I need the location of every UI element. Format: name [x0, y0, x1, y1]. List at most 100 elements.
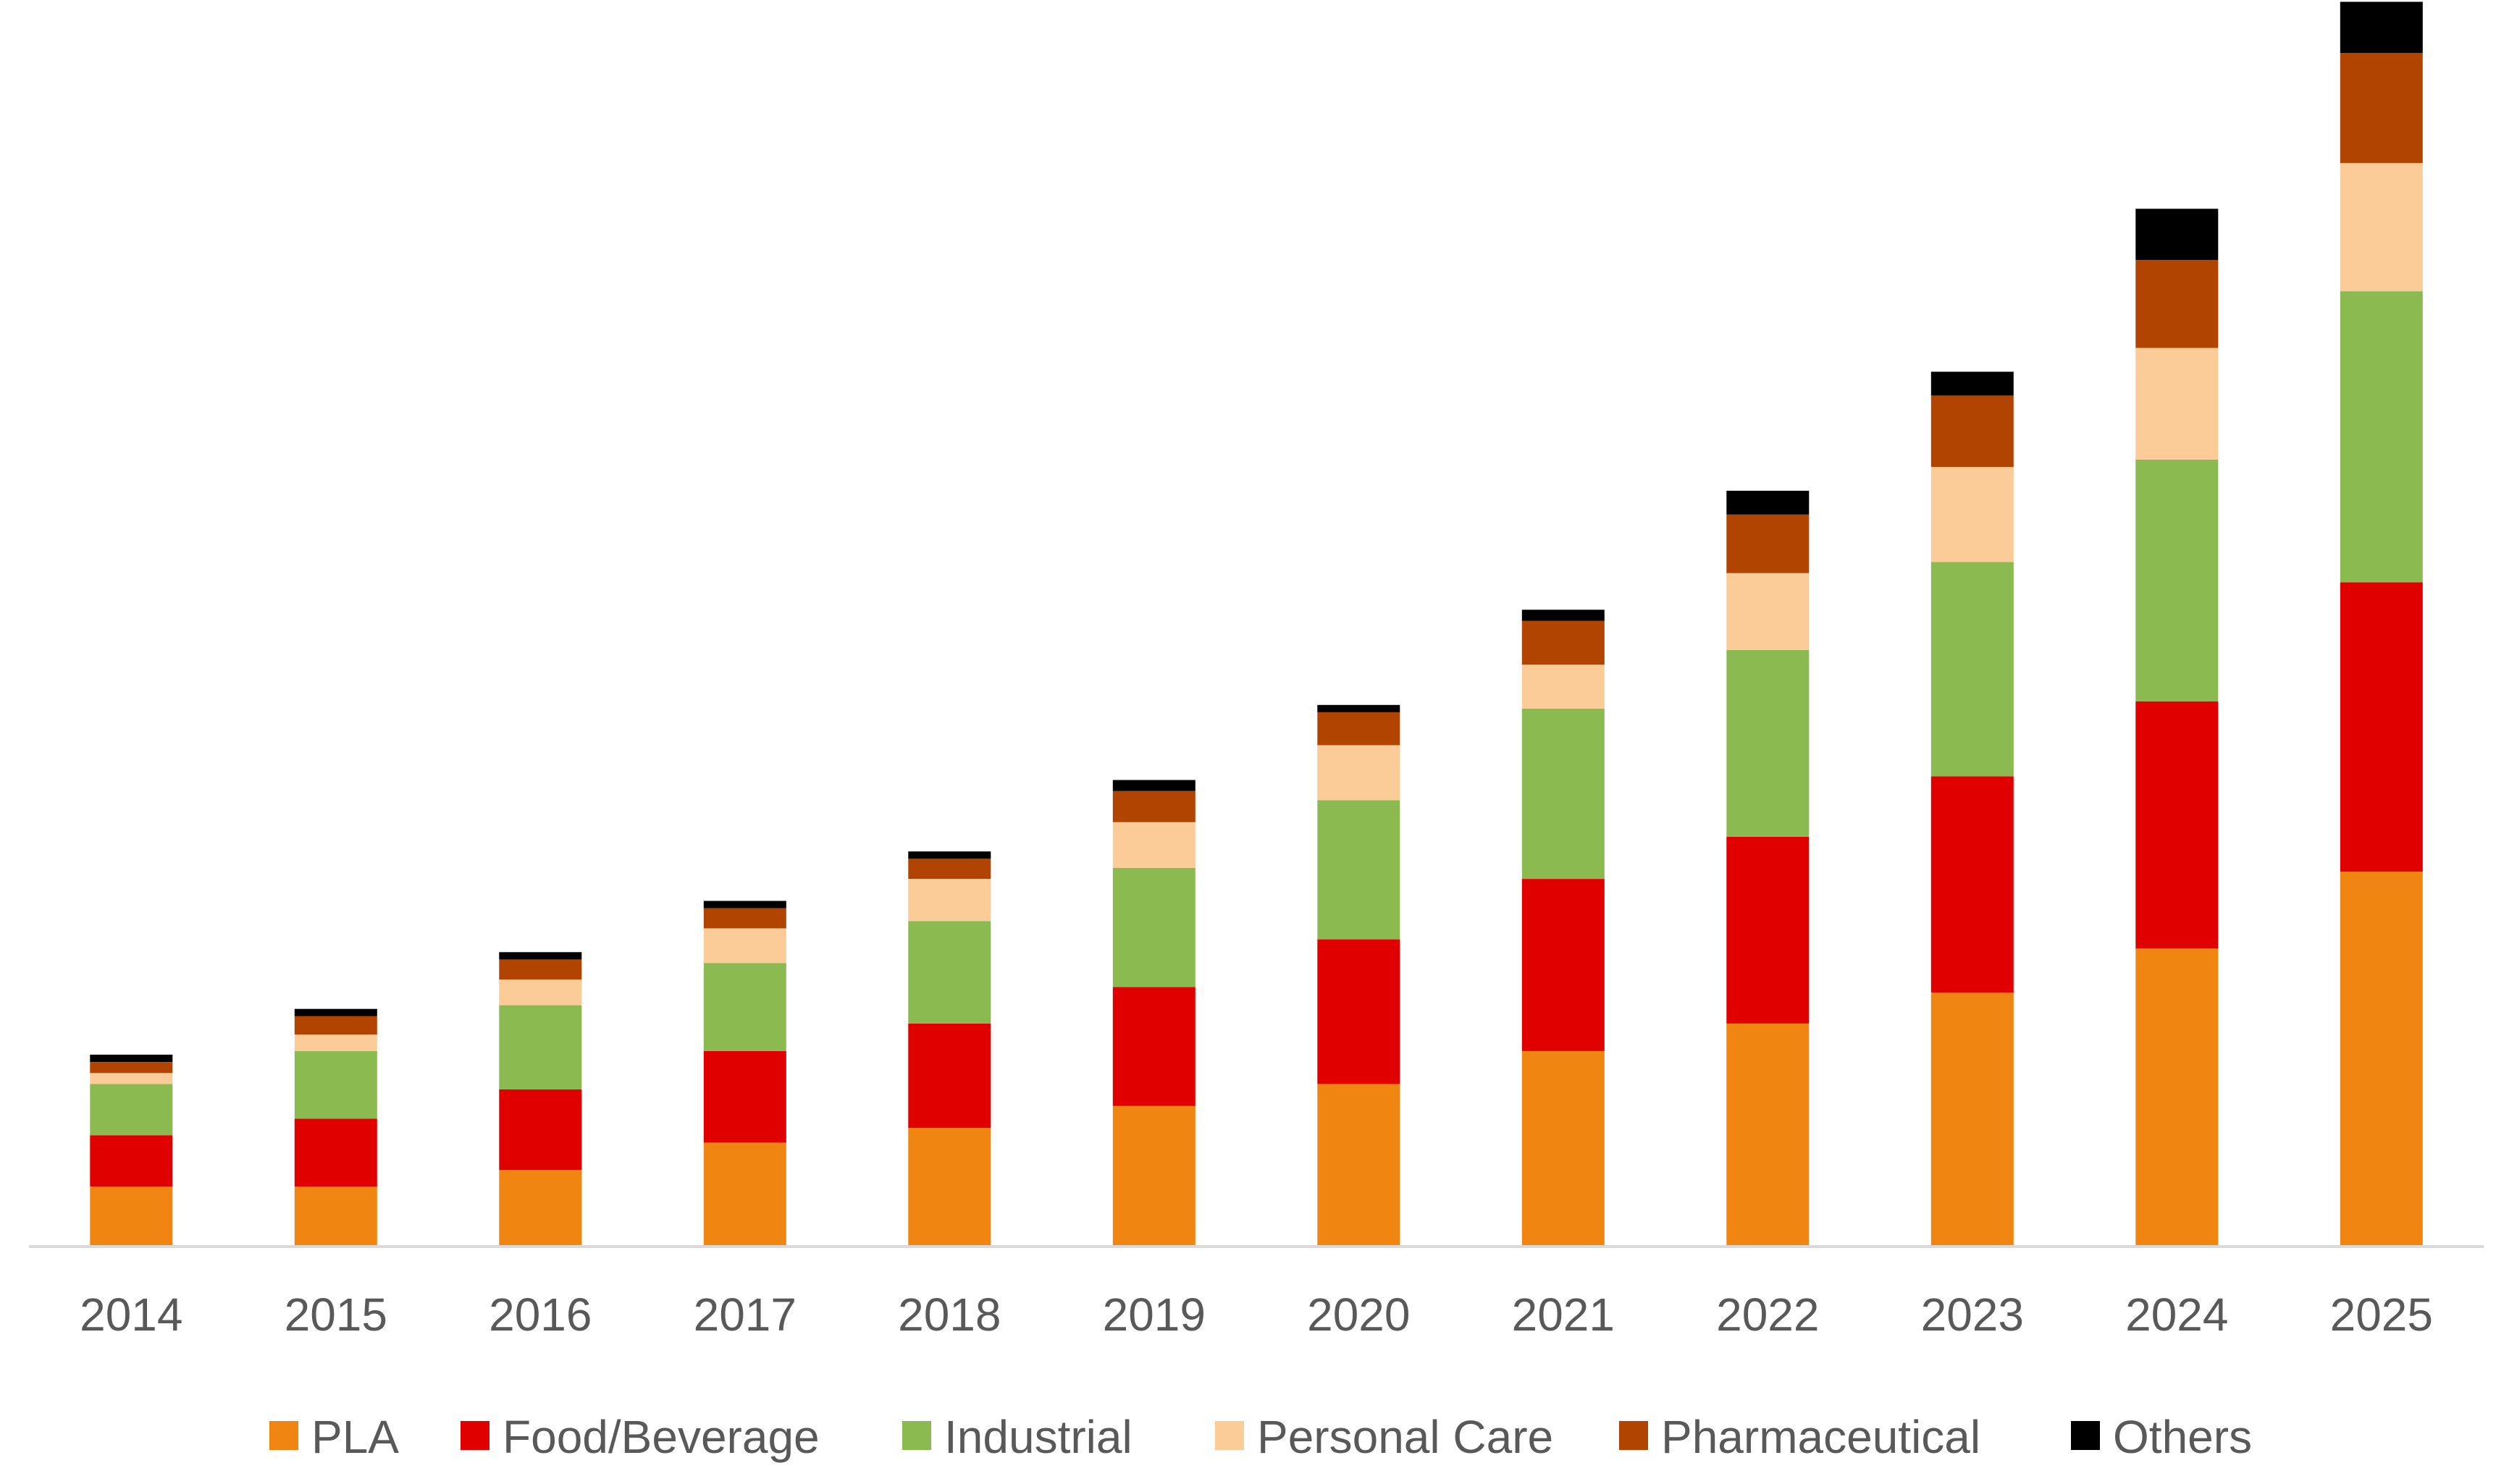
legend: PLA Food/Beverage Industrial Personal Care P… [269, 1411, 2252, 1463]
bar-segment-2022-pharmaceutical [1726, 514, 1810, 573]
bar-segment-2022-others [1726, 490, 1810, 515]
legend-label: Food/Beverage [503, 1411, 820, 1463]
bar-segment-2021-pharmaceutical [1521, 620, 1605, 665]
bar-segment-2021-food-beverage [1521, 879, 1605, 1051]
bar-segment-2018-food-beverage [908, 1023, 991, 1129]
bar-segment-2019-industrial [1112, 867, 1196, 987]
bar-segment-2015-pla [294, 1186, 377, 1245]
legend-swatch-personal-care [1215, 1421, 1244, 1450]
bar-segment-2014-pharmaceutical [90, 1062, 173, 1074]
bar-segment-2022-food-beverage [1726, 836, 1810, 1024]
bar-segment-2014-pla [90, 1186, 173, 1245]
legend-label: Others [2113, 1411, 2252, 1463]
legend-label: PLA [311, 1411, 399, 1463]
bar-segment-2025-personal-care [2340, 163, 2423, 292]
bar-segment-2020-pla [1317, 1084, 1400, 1245]
bar-segment-2018-pla [908, 1128, 991, 1245]
x-tick-label: 2014 [80, 1289, 182, 1341]
bar-segment-2022-industrial [1726, 649, 1810, 837]
bar-segment-2023-others [1930, 371, 2014, 396]
legend-item-pla: PLA [269, 1411, 399, 1463]
bar-segment-2017-pharmaceutical [703, 908, 786, 929]
bar-segment-2015-others [294, 1008, 377, 1016]
x-tick-label: 2017 [694, 1289, 797, 1341]
bar-segment-2025-pharmaceutical [2340, 53, 2423, 164]
bar-segment-2016-pla [499, 1170, 582, 1245]
legend-label: Pharmaceutical [1661, 1411, 1980, 1463]
bar-segment-2024-personal-care [2135, 347, 2219, 460]
x-tick-label: 2015 [285, 1289, 387, 1341]
x-tick-label: 2018 [898, 1289, 1001, 1341]
bar-segment-2024-pla [2135, 948, 2219, 1245]
legend-swatch-others [2071, 1421, 2100, 1450]
legend-item-industrial: Industrial [902, 1411, 1133, 1463]
bar-segment-2019-food-beverage [1112, 987, 1196, 1106]
legend-label: Personal Care [1257, 1411, 1553, 1463]
bar-segment-2020-personal-care [1317, 745, 1400, 801]
bar-segment-2021-others [1521, 610, 1605, 621]
legend-swatch-pharmaceutical [1619, 1421, 1648, 1450]
bar-segment-2019-pla [1112, 1105, 1196, 1245]
bar-segment-2020-industrial [1317, 800, 1400, 940]
bar-segment-2025-industrial [2340, 291, 2423, 583]
legend-swatch-food-beverage [461, 1421, 489, 1450]
bars-layer [90, 1, 2423, 1245]
bar-segment-2018-pharmaceutical [908, 859, 991, 880]
bar-segment-2016-industrial [499, 1005, 582, 1089]
bar-segment-2023-pharmaceutical [1930, 395, 2014, 467]
bar-segment-2014-personal-care [90, 1073, 173, 1084]
bar-segment-2023-industrial [1930, 562, 2014, 777]
x-tick-label: 2024 [2125, 1289, 2228, 1341]
bar-segment-2015-food-beverage [294, 1118, 377, 1187]
bar-segment-2016-food-beverage [499, 1089, 582, 1171]
bar-segment-2018-industrial [908, 921, 991, 1024]
legend-swatch-pla [269, 1421, 298, 1450]
bar-segment-2018-others [908, 851, 991, 859]
bar-segment-2024-pharmaceutical [2135, 260, 2219, 348]
x-tick-label: 2016 [489, 1289, 592, 1341]
bar-segment-2016-personal-care [499, 979, 582, 1006]
bar-segment-2019-personal-care [1112, 822, 1196, 868]
bar-segment-2014-food-beverage [90, 1135, 173, 1186]
bar-segment-2022-personal-care [1726, 573, 1810, 650]
legend-item-others: Others [2071, 1411, 2252, 1463]
bar-segment-2023-pla [1930, 992, 2014, 1245]
legend-item-pharmaceutical: Pharmaceutical [1619, 1411, 1980, 1463]
bar-segment-2021-personal-care [1521, 665, 1605, 709]
bar-segment-2015-pharmaceutical [294, 1016, 377, 1035]
bar-segment-2020-pharmaceutical [1317, 712, 1400, 746]
bar-segment-2015-personal-care [294, 1034, 377, 1051]
x-tick-label: 2021 [1512, 1289, 1615, 1341]
bar-segment-2025-food-beverage [2340, 582, 2423, 872]
legend-swatch-industrial [902, 1421, 931, 1450]
bar-segment-2017-pla [703, 1142, 786, 1245]
bar-segment-2024-industrial [2135, 459, 2219, 701]
legend-label: Industrial [944, 1411, 1133, 1463]
x-tick-label: 2023 [1921, 1289, 2024, 1341]
bar-segment-2017-food-beverage [703, 1050, 786, 1143]
bar-segment-2025-others [2340, 1, 2423, 54]
bar-segment-2024-others [2135, 208, 2219, 261]
bar-segment-2016-others [499, 952, 582, 960]
legend-item-personal-care: Personal Care [1215, 1411, 1553, 1463]
bar-segment-2017-others [703, 901, 786, 908]
bar-segment-2023-food-beverage [1930, 776, 2014, 992]
bar-segment-2014-industrial [90, 1084, 173, 1136]
x-tick-label: 2022 [1716, 1289, 1819, 1341]
bar-segment-2020-others [1317, 704, 1400, 712]
x-axis-tick-labels: 2014 2015 2016 2017 2018 2019 2020 2021 2022 2023… [80, 1289, 2433, 1341]
bar-segment-2025-pla [2340, 872, 2423, 1245]
bar-segment-2017-industrial [703, 963, 786, 1051]
bar-segment-2018-personal-care [908, 879, 991, 922]
x-tick-label: 2020 [1307, 1289, 1410, 1341]
x-tick-label: 2025 [2330, 1289, 2433, 1341]
bar-segment-2023-personal-care [1930, 467, 2014, 562]
bar-segment-2021-pla [1521, 1050, 1605, 1245]
bar-segment-2015-industrial [294, 1050, 377, 1119]
bar-segment-2019-others [1112, 780, 1196, 791]
bar-segment-2020-food-beverage [1317, 939, 1400, 1084]
bar-segment-2017-personal-care [703, 928, 786, 964]
bar-segment-2021-industrial [1521, 708, 1605, 880]
legend-item-food-beverage: Food/Beverage [461, 1411, 820, 1463]
